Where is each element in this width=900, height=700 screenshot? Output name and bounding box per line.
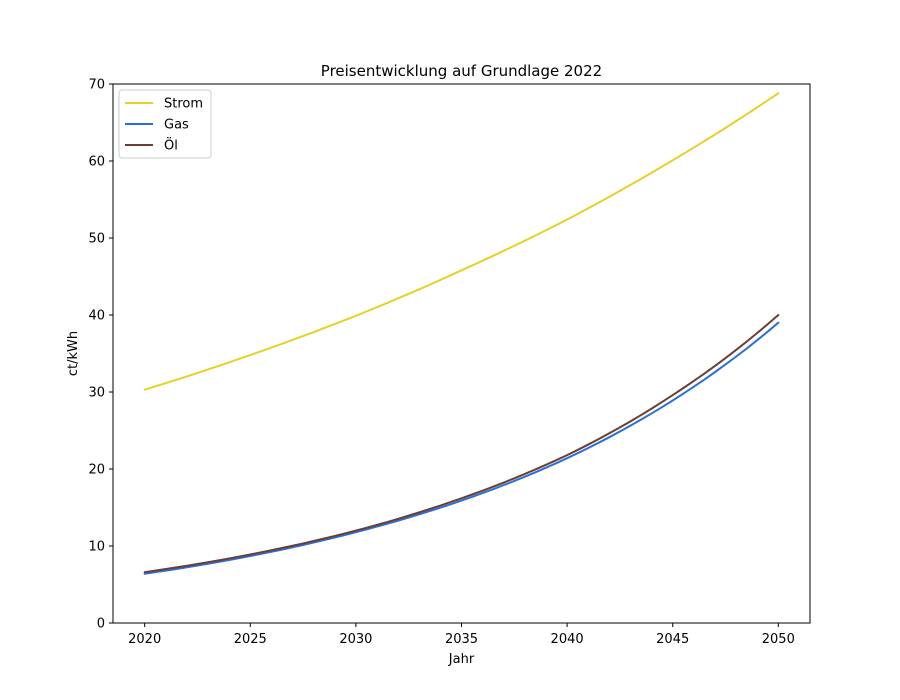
y-tick-label: 50 xyxy=(88,232,105,247)
chart-title: Preisentwicklung auf Grundlage 2022 xyxy=(321,62,602,80)
x-tick-label: 2030 xyxy=(339,632,372,647)
x-axis-label: Jahr xyxy=(448,652,475,667)
y-tick-label: 70 xyxy=(88,78,105,93)
x-tick-label: 2035 xyxy=(445,632,478,647)
y-tick-label: 30 xyxy=(88,386,105,401)
y-axis-label: ct/kWh xyxy=(66,331,81,376)
legend-label: Öl xyxy=(164,137,178,154)
legend: Strom Gas Öl xyxy=(118,89,212,159)
series-line-2 xyxy=(143,321,780,575)
y-tick-label: 20 xyxy=(88,463,105,478)
series-layer xyxy=(143,92,780,575)
x-tick-label: 2040 xyxy=(551,632,584,647)
legend-label: Strom xyxy=(164,97,203,112)
series-line-3 xyxy=(143,314,780,574)
series-line-1 xyxy=(143,92,780,391)
y-tick-label: 0 xyxy=(97,617,105,632)
y-tick-label: 60 xyxy=(88,155,105,170)
plot-area xyxy=(113,84,810,623)
y-tick-label: 40 xyxy=(88,309,105,324)
y-tick-label: 10 xyxy=(88,540,105,555)
x-tick-label: 2045 xyxy=(656,632,689,647)
x-tick-label: 2025 xyxy=(234,632,267,647)
x-axis-ticks: 2020 2025 2030 2035 2040 2045 2050 xyxy=(128,623,795,647)
legend-box xyxy=(118,89,212,159)
x-tick-label: 2020 xyxy=(128,632,161,647)
legend-label: Gas xyxy=(164,118,189,133)
x-tick-label: 2050 xyxy=(762,632,795,647)
y-axis-ticks: 0 10 20 30 40 50 60 70 xyxy=(88,78,113,632)
